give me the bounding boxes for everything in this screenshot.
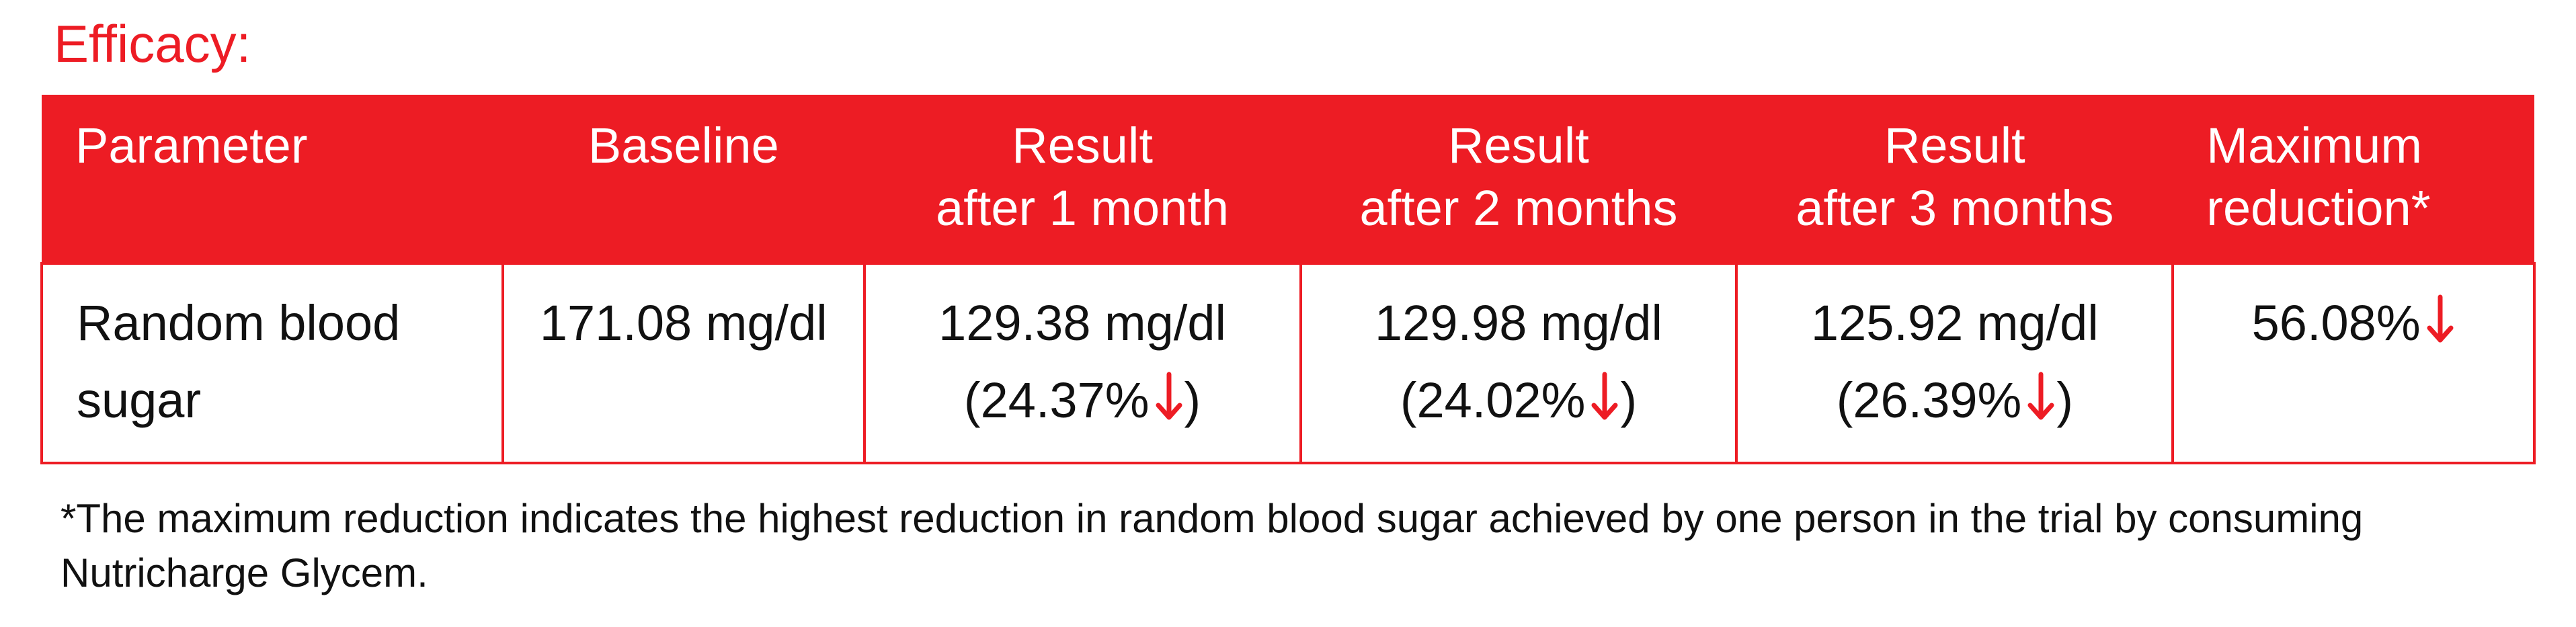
- col-sublabel: reduction*: [2206, 180, 2430, 236]
- m2-pct: (24.02%: [1400, 372, 1586, 428]
- col-sublabel: after 1 month: [936, 180, 1229, 236]
- cell-baseline: 171.08 mg/dl: [503, 263, 864, 463]
- col-label: Maximum: [2206, 118, 2422, 173]
- m1-value: 129.38 mg/dl: [938, 295, 1226, 351]
- m1-pct-close: ): [1184, 372, 1201, 428]
- m3-pct-close: ): [2056, 372, 2073, 428]
- down-arrow-icon: [2025, 372, 2056, 421]
- col-month1: Result after 1 month: [864, 95, 1301, 263]
- col-sublabel: after 3 months: [1796, 180, 2114, 236]
- baseline-value: 171.08 mg/dl: [540, 295, 828, 351]
- down-arrow-icon: [1154, 372, 1184, 421]
- footnote: *The maximum reduction indicates the hig…: [40, 464, 2536, 607]
- down-arrow-icon: [2425, 294, 2456, 344]
- col-label: Result: [1884, 118, 2025, 173]
- cell-parameter: Random blood sugar: [42, 263, 503, 463]
- col-max-reduction: Maximum reduction*: [2173, 95, 2534, 263]
- down-arrow-icon: [1589, 372, 1620, 421]
- max-reduction-value: 56.08%: [2252, 295, 2421, 351]
- table-row: Random blood sugar 171.08 mg/dl 129.38 m…: [42, 263, 2534, 463]
- m2-value: 129.98 mg/dl: [1375, 295, 1662, 351]
- cell-month2: 129.98 mg/dl (24.02%): [1301, 263, 1737, 463]
- col-label: Result: [1448, 118, 1589, 173]
- m1-pct: (24.37%: [964, 372, 1150, 428]
- m2-pct-close: ): [1620, 372, 1637, 428]
- efficacy-section: Efficacy: Parameter Baseline Result afte…: [0, 0, 2576, 627]
- col-label: Baseline: [588, 118, 779, 173]
- col-sublabel: after 2 months: [1359, 180, 1677, 236]
- col-parameter: Parameter: [42, 95, 503, 263]
- table-header: Parameter Baseline Result after 1 month …: [42, 95, 2534, 263]
- col-label: Parameter: [75, 118, 307, 173]
- col-month3: Result after 3 months: [1736, 95, 2173, 263]
- table-body: Random blood sugar 171.08 mg/dl 129.38 m…: [42, 263, 2534, 463]
- efficacy-table: Parameter Baseline Result after 1 month …: [40, 95, 2536, 464]
- col-label: Result: [1012, 118, 1153, 173]
- section-heading: Efficacy:: [40, 13, 2536, 75]
- parameter-line2: sugar: [77, 372, 201, 428]
- cell-max-reduction: 56.08%: [2173, 263, 2534, 463]
- cell-month3: 125.92 mg/dl (26.39%): [1736, 263, 2173, 463]
- col-month2: Result after 2 months: [1301, 95, 1737, 263]
- m3-pct: (26.39%: [1837, 372, 2022, 428]
- m3-value: 125.92 mg/dl: [1811, 295, 2099, 351]
- col-baseline: Baseline: [503, 95, 864, 263]
- parameter-line1: Random blood: [77, 295, 400, 351]
- cell-month1: 129.38 mg/dl (24.37%): [864, 263, 1301, 463]
